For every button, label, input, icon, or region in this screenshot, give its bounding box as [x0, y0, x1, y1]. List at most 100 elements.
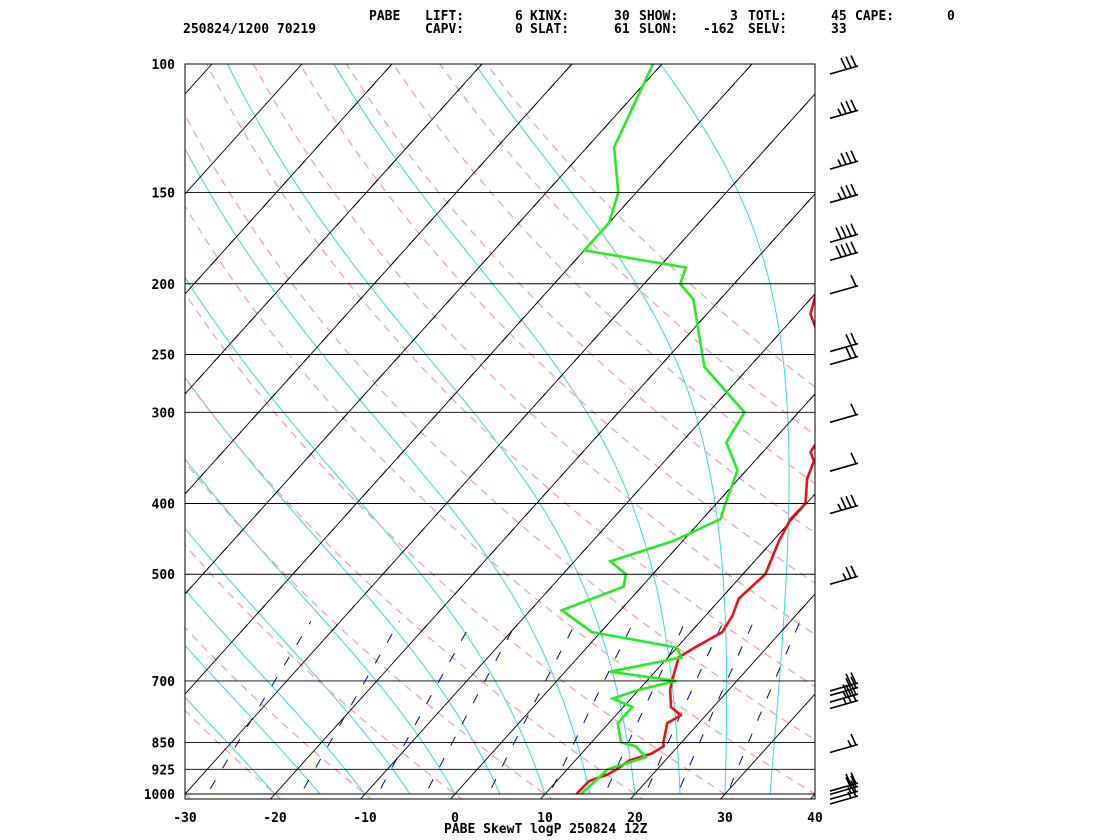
wind-barb-flag — [845, 673, 852, 686]
mixing-ratio-line — [674, 621, 755, 799]
mixing-ratio-line — [485, 621, 577, 799]
index-cape-value: 0 — [947, 9, 955, 24]
mixing-ratio-line — [422, 621, 518, 799]
index-show-value: 3 — [730, 9, 738, 24]
mixing-ratio-line — [690, 493, 815, 633]
wind-barb — [829, 780, 859, 800]
isobar-lines — [185, 63, 815, 795]
temperature-profile-line — [575, 292, 815, 795]
wind-barb-flag — [850, 733, 857, 746]
wind-barb-flag — [840, 225, 847, 238]
index-slat-label: SLAT: — [530, 22, 570, 37]
isotherm-line — [185, 64, 483, 395]
dry-adiabat-line — [185, 461, 554, 799]
temperature-tick-label: 30 — [717, 811, 733, 826]
wind-barb-flag — [850, 775, 857, 788]
chart-background-lines — [0, 48, 1120, 810]
wind-barb-shaft — [829, 413, 859, 424]
chart-profiles — [559, 64, 815, 795]
wind-barb-shaft — [829, 693, 859, 703]
temperature-tick-label: 20 — [627, 811, 643, 826]
wind-barb-flag — [850, 452, 857, 465]
isotherm-line — [719, 693, 815, 799]
wind-barb-flag — [845, 677, 852, 690]
mixing-ratio-line — [185, 64, 393, 295]
isotherm-line — [0, 48, 137, 810]
index-selv-value: 33 — [831, 22, 847, 37]
dry-adiabat-line — [185, 544, 463, 799]
wind-barb-flag — [840, 57, 847, 70]
index-cape-label: CAPE: — [855, 9, 895, 24]
wind-barb-flag — [850, 494, 857, 507]
wind-barb-shaft — [829, 743, 859, 754]
wind-barb — [829, 99, 859, 120]
wind-barb — [829, 403, 859, 424]
mixing-ratio-line — [642, 621, 724, 799]
header-line-1: 250824/1200 70219 — [183, 10, 316, 36]
index-totl-value: 45 — [831, 9, 847, 24]
wind-barb-flag — [850, 223, 857, 236]
wind-barb-flag — [850, 99, 857, 112]
wind-barb-flag — [845, 346, 852, 359]
wind-barb-shaft — [829, 699, 859, 710]
wind-barb-half-flag — [837, 503, 842, 511]
index-show-label: SHOW: — [639, 9, 679, 24]
isotherm-line — [0, 48, 47, 810]
pressure-tick-label: 100 — [152, 58, 176, 73]
temperature-tick-label: 10 — [537, 811, 553, 826]
mixing-ratio-line — [961, 64, 1120, 632]
wind-barb-shaft — [829, 504, 859, 515]
dry-adiabat-line — [392, 64, 815, 485]
wind-barb-flag — [850, 150, 857, 162]
wind-barb-shaft — [829, 686, 859, 697]
isotherm-line — [185, 93, 815, 795]
moist-adiabat-line — [185, 696, 276, 795]
mixing-ratio-line — [780, 593, 815, 633]
wind-barb-flag — [850, 55, 857, 67]
index-kinx-value: 30 — [614, 9, 630, 24]
wind-barb-shaft — [829, 462, 859, 472]
pressure-tick-label: 400 — [152, 498, 176, 513]
wind-barb-flag — [840, 244, 847, 256]
wind-barb-shaft — [829, 342, 859, 353]
wind-barb-flag — [850, 241, 857, 254]
wind-barb-flag — [850, 403, 857, 416]
pressure-tick-label: 700 — [152, 675, 176, 690]
wind-barb-flag — [845, 224, 852, 237]
pressure-axis-labels: 100 150 200 250 300 400 500 700 850 925 1000 — [144, 58, 175, 803]
wind-barb-flag — [845, 495, 852, 508]
isotherm-line — [629, 593, 815, 799]
wind-barb-flag — [845, 151, 852, 164]
wind-barb-flag — [850, 332, 857, 345]
wind-barb-half-flag — [837, 108, 842, 116]
pressure-tick-label: 200 — [152, 278, 176, 293]
wind-barb — [829, 733, 859, 754]
wind-barb-flag — [845, 334, 852, 346]
temperature-tick-label: -20 — [263, 811, 287, 826]
moist-adiabat-line — [185, 589, 366, 795]
dry-adiabat-line — [185, 204, 815, 795]
index-selv-label: SELV: — [748, 22, 788, 37]
index-slon-label: SLON: — [639, 22, 679, 37]
wind-barb-flag — [845, 776, 852, 789]
wind-barb — [829, 565, 859, 586]
temperature-tick-label: -30 — [173, 811, 197, 826]
chart-footer-title: PABE SkewT logP 250824 12Z — [444, 822, 648, 837]
wind-barb-shaft — [829, 782, 859, 792]
wind-barb-half-flag — [847, 786, 852, 794]
mixing-ratio-line — [297, 621, 400, 799]
wind-barb-flag — [845, 242, 852, 255]
index-capv-label: CAPV: — [425, 22, 465, 37]
wind-barb-half-flag — [837, 159, 842, 166]
wind-barb-flag — [850, 772, 857, 784]
wind-barb-flag — [835, 245, 842, 258]
pressure-tick-label: 250 — [152, 348, 176, 363]
wind-barb-flag — [850, 676, 857, 689]
index-lift-label: LIFT: — [425, 9, 465, 24]
wind-barb — [829, 150, 859, 170]
wind-barb-half-flag — [837, 192, 842, 200]
wind-barb-flag — [850, 672, 857, 684]
isotherm-line — [185, 64, 393, 295]
wind-barb-half-flag — [847, 739, 852, 747]
mixing-ratio-line — [203, 621, 312, 799]
